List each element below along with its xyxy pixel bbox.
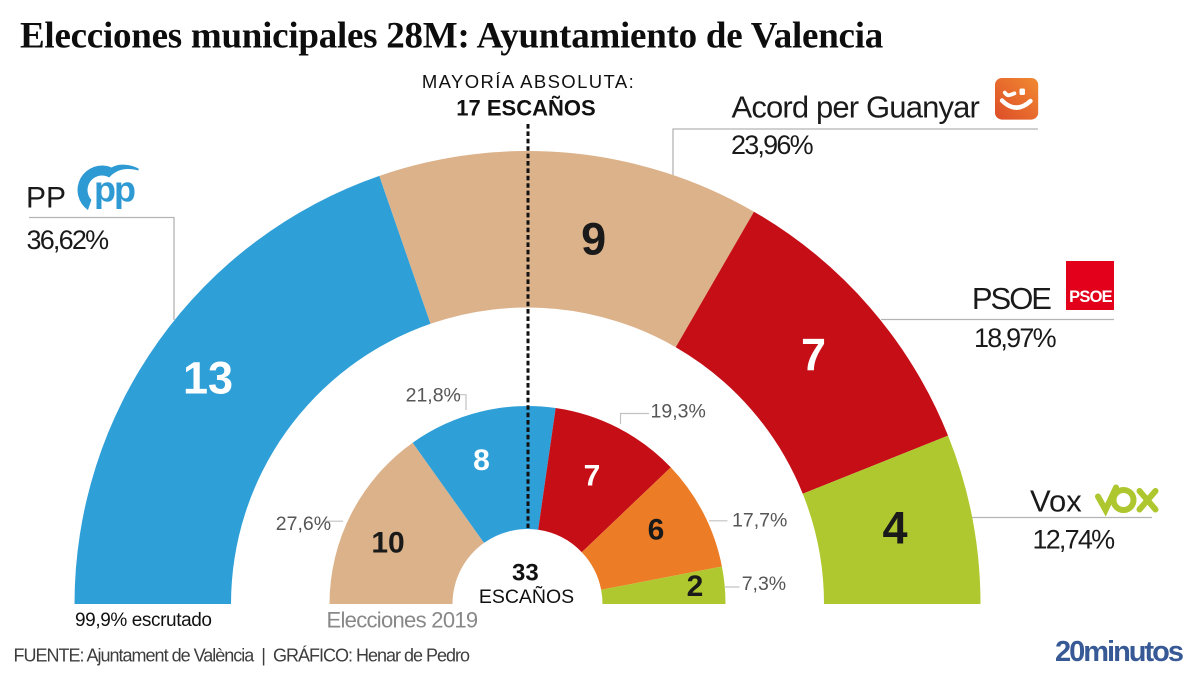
svg-text:pp: pp xyxy=(94,169,135,210)
svg-text:Elecciones municipales 28M: Ay: Elecciones municipales 28M: Ayuntamiento… xyxy=(20,16,883,57)
svg-text:18,97%: 18,97% xyxy=(974,323,1057,353)
svg-text:PP: PP xyxy=(26,182,66,215)
svg-text:2: 2 xyxy=(687,570,704,603)
svg-text:8: 8 xyxy=(473,444,490,477)
svg-text:7: 7 xyxy=(584,460,601,493)
svg-text:17 ESCAÑOS: 17 ESCAÑOS xyxy=(456,96,595,121)
svg-text:12,74%: 12,74% xyxy=(1033,525,1116,555)
svg-text:6: 6 xyxy=(648,514,665,547)
svg-text:20minutos: 20minutos xyxy=(1055,636,1183,668)
svg-text:ESCAÑOS: ESCAÑOS xyxy=(479,584,574,608)
svg-text:Acord per Guanyar: Acord per Guanyar xyxy=(732,89,980,124)
svg-text:PSOE: PSOE xyxy=(972,281,1051,316)
svg-text:7: 7 xyxy=(801,329,826,380)
svg-text:FUENTE: Ajuntament de València: FUENTE: Ajuntament de València | GRÁFICO… xyxy=(14,646,471,666)
svg-text:13: 13 xyxy=(183,352,233,403)
svg-text:Vox: Vox xyxy=(1030,484,1082,519)
svg-text:27,6%: 27,6% xyxy=(276,513,331,535)
svg-text:Elecciones 2019: Elecciones 2019 xyxy=(327,608,478,633)
svg-text:4: 4 xyxy=(882,503,907,554)
svg-text:PSOE: PSOE xyxy=(1069,288,1112,306)
svg-text:23,96%: 23,96% xyxy=(731,130,814,160)
svg-text:33: 33 xyxy=(512,559,539,586)
svg-text:10: 10 xyxy=(371,527,404,560)
svg-text:17,7%: 17,7% xyxy=(732,509,787,531)
svg-text:9: 9 xyxy=(581,214,606,265)
svg-text:7,3%: 7,3% xyxy=(742,573,786,595)
svg-text:21,8%: 21,8% xyxy=(406,385,461,407)
svg-text:19,3%: 19,3% xyxy=(651,401,706,423)
svg-text:99,9% escrutado: 99,9% escrutado xyxy=(75,610,212,631)
svg-text:MAYORÍA ABSOLUTA:: MAYORÍA ABSOLUTA: xyxy=(422,71,635,92)
svg-text:36,62%: 36,62% xyxy=(27,225,110,255)
